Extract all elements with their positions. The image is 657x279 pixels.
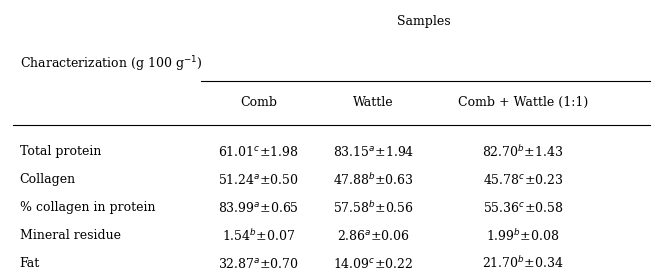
Text: Comb: Comb xyxy=(240,96,277,109)
Text: 47.88$^{b}$±0.63: 47.88$^{b}$±0.63 xyxy=(333,172,413,188)
Text: Samples: Samples xyxy=(397,15,451,28)
Text: 83.15$^{a}$±1.94: 83.15$^{a}$±1.94 xyxy=(332,145,414,159)
Text: 55.36$^{c}$±0.58: 55.36$^{c}$±0.58 xyxy=(483,201,563,215)
Text: 14.09$^{c}$±0.22: 14.09$^{c}$±0.22 xyxy=(333,256,413,271)
Text: 2.86$^{a}$±0.06: 2.86$^{a}$±0.06 xyxy=(337,229,409,243)
Text: 1.99$^{b}$±0.08: 1.99$^{b}$±0.08 xyxy=(486,228,560,244)
Text: 51.24$^{a}$±0.50: 51.24$^{a}$±0.50 xyxy=(218,173,299,187)
Text: 83.99$^{a}$±0.65: 83.99$^{a}$±0.65 xyxy=(218,201,299,215)
Text: 45.78$^{c}$±0.23: 45.78$^{c}$±0.23 xyxy=(483,173,563,187)
Text: Mineral residue: Mineral residue xyxy=(20,229,120,242)
Text: 82.70$^{b}$±1.43: 82.70$^{b}$±1.43 xyxy=(482,144,564,160)
Text: 21.70$^{b}$±0.34: 21.70$^{b}$±0.34 xyxy=(482,256,564,271)
Text: Fat: Fat xyxy=(20,257,40,270)
Text: 1.54$^{b}$±0.07: 1.54$^{b}$±0.07 xyxy=(222,228,295,244)
Text: Comb + Wattle (1:1): Comb + Wattle (1:1) xyxy=(458,96,588,109)
Text: Total protein: Total protein xyxy=(20,145,101,158)
Text: 57.58$^{b}$±0.56: 57.58$^{b}$±0.56 xyxy=(332,200,414,216)
Text: Wattle: Wattle xyxy=(353,96,394,109)
Text: 32.87$^{a}$±0.70: 32.87$^{a}$±0.70 xyxy=(218,256,299,271)
Text: Characterization (g 100 g$^{-1}$): Characterization (g 100 g$^{-1}$) xyxy=(20,54,202,74)
Text: Collagen: Collagen xyxy=(20,173,76,186)
Text: % collagen in protein: % collagen in protein xyxy=(20,201,155,214)
Text: 61.01$^{c}$±1.98: 61.01$^{c}$±1.98 xyxy=(218,145,299,159)
